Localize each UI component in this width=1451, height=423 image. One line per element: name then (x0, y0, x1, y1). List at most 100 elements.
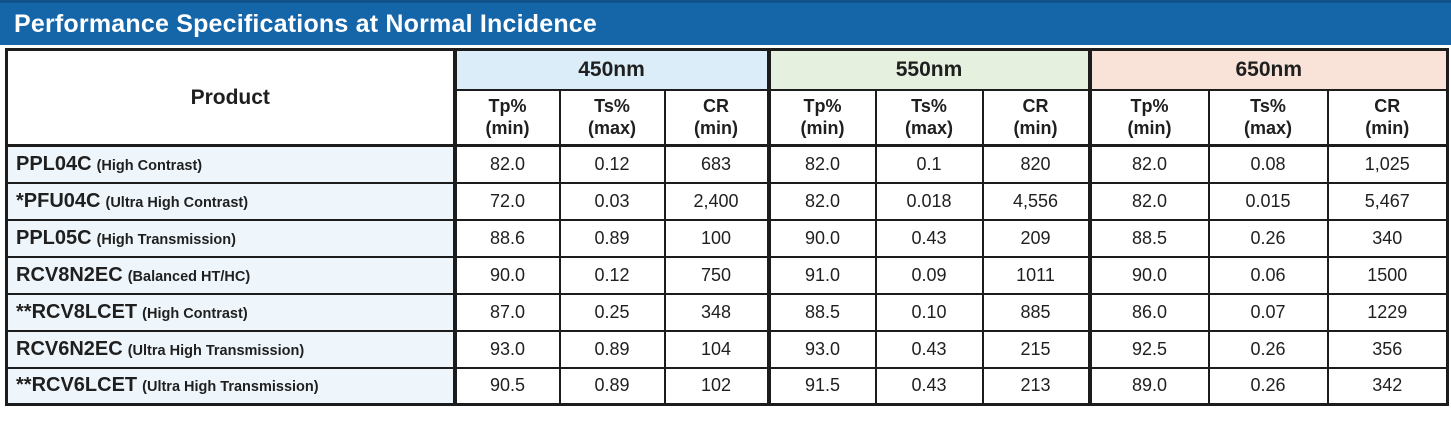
spec-value-cell: 93.0 (766, 329, 877, 369)
spec-value-cell: 0.1 (874, 144, 984, 184)
spec-value-cell: 104 (663, 329, 770, 369)
title-bar: Performance Specifications at Normal Inc… (0, 0, 1451, 45)
spec-value-cell: 4,556 (981, 181, 1091, 221)
spec-value-cell: 0.12 (558, 255, 666, 295)
spec-value-cell: 0.26 (1207, 329, 1329, 369)
spec-table-container: Product 450nm 550nm 650nm Tp% (min) Ts% (m… (0, 45, 1451, 406)
spec-value-cell: 342 (1326, 366, 1449, 406)
product-description: (High Contrast) (96, 157, 203, 174)
spec-value-cell: 0.07 (1207, 292, 1329, 332)
spec-value-cell: 0.26 (1207, 366, 1329, 406)
spec-value-cell: 1229 (1326, 292, 1449, 332)
spec-value-cell: 356 (1326, 329, 1449, 369)
spec-value-cell: 0.10 (874, 292, 984, 332)
spec-value-cell: 5,467 (1326, 181, 1449, 221)
spec-value-cell: 820 (981, 144, 1091, 184)
spec-value-cell: 93.0 (453, 329, 561, 369)
spec-value-cell: 0.015 (1207, 181, 1329, 221)
table-row: *PFU04C (Ultra High Contrast) 72.0 0.03 2… (5, 181, 1449, 221)
group-header-450nm: 450nm (452, 48, 770, 91)
spec-value-cell: 87.0 (453, 292, 561, 332)
spec-value-cell: 1,025 (1326, 144, 1449, 184)
performance-spec-table: Product 450nm 550nm 650nm Tp% (min) Ts% (m… (5, 48, 1450, 406)
spec-value-cell: 90.0 (766, 218, 877, 258)
spec-value-cell: 0.43 (874, 366, 984, 406)
wavelength-header-row: Product 450nm 550nm 650nm (5, 48, 1449, 147)
spec-value-cell: 102 (663, 366, 770, 406)
col-header-450-ts: Ts% (max) (558, 88, 666, 147)
spec-value-cell: 0.89 (558, 366, 666, 406)
spec-value-cell: 2,400 (663, 181, 770, 221)
spec-value-cell: 90.0 (1087, 255, 1210, 295)
spec-value-cell: 100 (663, 218, 770, 258)
spec-value-cell: 82.0 (1087, 144, 1210, 184)
table-row: PPL04C (High Contrast) 82.0 0.12 683 82.0… (5, 144, 1449, 184)
spec-value-cell: 0.03 (558, 181, 666, 221)
spec-value-cell: 209 (981, 218, 1091, 258)
product-column-header: Product (5, 48, 457, 147)
product-cell: PPL05C (High Transmission) (5, 218, 457, 258)
group-header-550nm: 550nm (766, 48, 1091, 91)
spec-value-cell: 750 (663, 255, 770, 295)
product-description: (Ultra High Contrast) (105, 194, 249, 211)
spec-value-cell: 89.0 (1087, 366, 1210, 406)
spec-value-cell: 1500 (1326, 255, 1449, 295)
spec-table-body: PPL04C (High Contrast) 82.0 0.12 683 82.0… (5, 144, 1449, 406)
spec-value-cell: 72.0 (453, 181, 561, 221)
product-cell: *PFU04C (Ultra High Contrast) (5, 181, 457, 221)
group-header-650nm: 650nm (1087, 48, 1449, 91)
col-header-550-cr: CR (min) (981, 88, 1091, 147)
table-row: **RCV8LCET (High Contrast) 87.0 0.25 348 … (5, 292, 1449, 332)
product-description: (Ultra High Transmission) (127, 342, 305, 359)
table-row: RCV6N2EC (Ultra High Transmission) 93.0 0… (5, 329, 1449, 369)
spec-value-cell: 91.5 (766, 366, 877, 406)
spec-value-cell: 0.25 (558, 292, 666, 332)
spec-value-cell: 92.5 (1087, 329, 1210, 369)
product-cell: **RCV8LCET (High Contrast) (5, 292, 457, 332)
spec-value-cell: 0.26 (1207, 218, 1329, 258)
spec-value-cell: 0.06 (1207, 255, 1329, 295)
spec-value-cell: 90.5 (453, 366, 561, 406)
product-cell: **RCV6LCET (Ultra High Transmission) (5, 366, 457, 406)
spec-value-cell: 0.89 (558, 329, 666, 369)
col-header-650-tp: Tp% (min) (1087, 88, 1210, 147)
table-row: PPL05C (High Transmission) 88.6 0.89 100 … (5, 218, 1449, 258)
col-header-450-tp: Tp% (min) (452, 88, 561, 147)
spec-value-cell: 0.43 (874, 329, 984, 369)
spec-value-cell: 0.018 (874, 181, 984, 221)
spec-value-cell: 213 (981, 366, 1091, 406)
spec-value-cell: 1011 (981, 255, 1091, 295)
spec-value-cell: 885 (981, 292, 1091, 332)
spec-value-cell: 0.09 (874, 255, 984, 295)
spec-value-cell: 86.0 (1087, 292, 1210, 332)
product-name: PPL04C (16, 152, 92, 175)
spec-value-cell: 340 (1326, 218, 1449, 258)
col-header-550-ts: Ts% (max) (874, 88, 984, 147)
product-name: *PFU04C (16, 189, 101, 212)
spec-value-cell: 0.08 (1207, 144, 1329, 184)
spec-value-cell: 82.0 (453, 144, 561, 184)
product-name: RCV8N2EC (16, 263, 123, 286)
spec-value-cell: 0.89 (558, 218, 666, 258)
spec-value-cell: 0.43 (874, 218, 984, 258)
product-name: RCV6N2EC (16, 337, 123, 360)
spec-value-cell: 88.5 (766, 292, 877, 332)
spec-value-cell: 88.6 (453, 218, 561, 258)
product-cell: PPL04C (High Contrast) (5, 144, 457, 184)
product-description: (High Transmission) (96, 231, 236, 248)
spec-value-cell: 90.0 (453, 255, 561, 295)
page-title: Performance Specifications at Normal Inc… (14, 9, 598, 38)
product-name: **RCV6LCET (16, 374, 138, 397)
product-name: **RCV8LCET (16, 300, 138, 323)
product-description: (High Contrast) (142, 305, 248, 322)
product-cell: RCV6N2EC (Ultra High Transmission) (5, 329, 457, 369)
spec-value-cell: 683 (663, 144, 770, 184)
spec-value-cell: 82.0 (1087, 181, 1210, 221)
product-name: PPL05C (16, 226, 92, 249)
table-row: **RCV6LCET (Ultra High Transmission) 90.5… (5, 366, 1449, 406)
table-row: RCV8N2EC (Balanced HT/HC) 90.0 0.12 750 9… (5, 255, 1449, 295)
spec-value-cell: 91.0 (766, 255, 877, 295)
col-header-650-ts: Ts% (max) (1207, 88, 1329, 147)
col-header-450-cr: CR (min) (663, 88, 770, 147)
product-description: (Ultra High Transmission) (142, 379, 319, 396)
